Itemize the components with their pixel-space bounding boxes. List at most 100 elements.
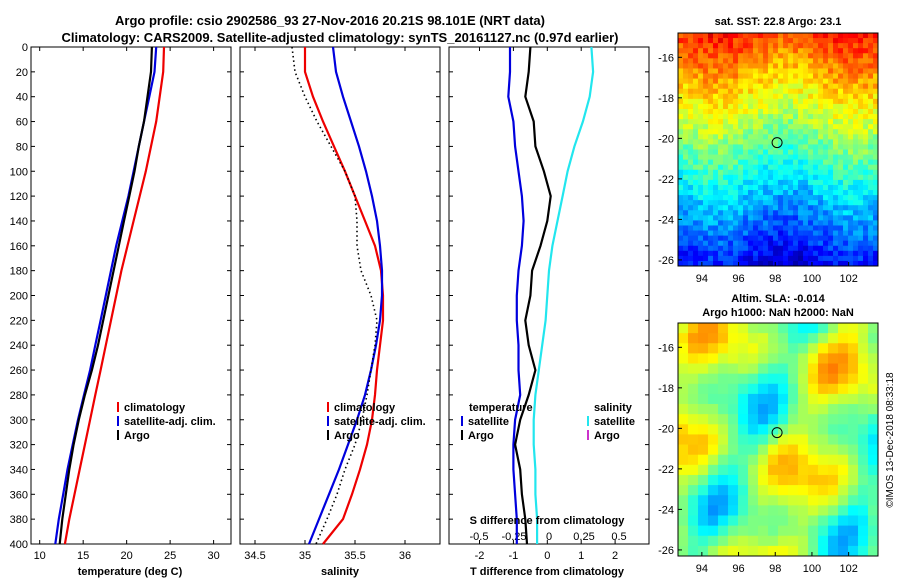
- heatmap-cell: [748, 225, 754, 231]
- heatmap-cell: [713, 139, 719, 145]
- heatmap-cell: [688, 485, 699, 496]
- heatmap-cell: [723, 78, 729, 85]
- heatmap-cell: [808, 235, 814, 242]
- map-y-tick-label: -24: [658, 214, 674, 226]
- heatmap-cell: [868, 114, 874, 120]
- heatmap-cell: [733, 220, 739, 226]
- heatmap-cell: [798, 164, 804, 171]
- heatmap-cell: [698, 220, 704, 226]
- heatmap-cell: [853, 235, 859, 242]
- heatmap-cell: [713, 58, 719, 64]
- heatmap-cell: [708, 159, 714, 166]
- heatmap-cell: [738, 119, 744, 125]
- heatmap-cell: [678, 93, 684, 100]
- heatmap-cell: [758, 424, 769, 435]
- heatmap-cell: [683, 63, 689, 69]
- heatmap-cell: [688, 119, 694, 125]
- heatmap-cell: [843, 53, 849, 59]
- heatmap-cell: [693, 164, 699, 171]
- heatmap-cell: [783, 83, 789, 90]
- heatmap-cell: [753, 230, 759, 237]
- heatmap-cell: [803, 98, 809, 105]
- heatmap-cell: [858, 205, 864, 211]
- heatmap-cell: [853, 230, 859, 237]
- heatmap-cell: [773, 33, 779, 39]
- heatmap-cell: [678, 149, 684, 155]
- heatmap-cell: [858, 255, 864, 262]
- heatmap-cell: [748, 363, 759, 375]
- sst-map-ticks: 94 96 98 100 102-16-18-20-22-24-26: [658, 52, 858, 285]
- heatmap-cell: [838, 333, 849, 344]
- heatmap-cell: [678, 220, 684, 226]
- heatmap-cell: [718, 535, 729, 547]
- heatmap-cell: [723, 164, 729, 171]
- heatmap-cell: [743, 260, 749, 267]
- heatmap-cell: [698, 505, 709, 516]
- heatmap-cell: [803, 225, 809, 231]
- heatmap-cell: [738, 129, 744, 135]
- heatmap-cell: [838, 220, 844, 226]
- heatmap-cell: [678, 129, 684, 135]
- heatmap-cell: [788, 454, 799, 466]
- heatmap-cell: [728, 98, 734, 105]
- heatmap-cell: [833, 134, 839, 140]
- heatmap-cell: [838, 393, 849, 405]
- heatmap-cell: [848, 424, 859, 435]
- heatmap-cell: [758, 98, 764, 105]
- heatmap-cell: [698, 108, 704, 115]
- heatmap-cell: [843, 240, 849, 247]
- heatmap-cell: [798, 464, 809, 476]
- heatmap-cell: [783, 190, 789, 196]
- heatmap-cell: [748, 343, 759, 354]
- heatmap-cell: [748, 33, 754, 39]
- heatmap-cell: [873, 260, 879, 267]
- heatmap-cell: [688, 393, 699, 405]
- map-y-tick-label: -24: [658, 504, 674, 516]
- heatmap-cell: [693, 215, 699, 221]
- heatmap-cell: [698, 58, 704, 64]
- heatmap-cell: [683, 93, 689, 100]
- heatmap-cell: [798, 373, 809, 385]
- heatmap-cell: [738, 495, 749, 506]
- heatmap-cell: [818, 144, 824, 150]
- heatmap-cell: [858, 373, 869, 385]
- heatmap-cell: [753, 139, 759, 145]
- heatmap-cell: [773, 235, 779, 242]
- heatmap-cell: [753, 114, 759, 120]
- heatmap-cell: [793, 108, 799, 115]
- heatmap-cell: [868, 33, 874, 39]
- heatmap-cell: [748, 235, 754, 242]
- heatmap-cell: [763, 93, 769, 100]
- heatmap-cell: [853, 164, 859, 171]
- heatmap-cell: [808, 245, 814, 252]
- heatmap-cell: [763, 58, 769, 64]
- heatmap-cell: [848, 230, 854, 237]
- heatmap-cell: [863, 48, 869, 54]
- heatmap-cell: [868, 98, 874, 105]
- heatmap-cell: [803, 134, 809, 140]
- heatmap-cell: [798, 474, 809, 486]
- heatmap-cell: [853, 43, 859, 49]
- heatmap-cell: [768, 114, 774, 120]
- heatmap-cell: [713, 83, 719, 90]
- heatmap-cell: [768, 88, 774, 95]
- heatmap-cell: [743, 200, 749, 206]
- x-tick-label: 10: [34, 550, 46, 562]
- heatmap-cell: [863, 53, 869, 59]
- heatmap-cell: [778, 48, 784, 54]
- heatmap-cell: [838, 108, 844, 115]
- heatmap-cell: [843, 124, 849, 130]
- heatmap-cell: [843, 103, 849, 110]
- heatmap-cell: [748, 169, 754, 176]
- heatmap-cell: [793, 134, 799, 140]
- heatmap-cell: [708, 200, 714, 206]
- heatmap-cell: [738, 414, 749, 425]
- heatmap-cell: [828, 535, 839, 547]
- depth-tick-label: 100: [10, 166, 28, 178]
- heatmap-cell: [813, 108, 819, 115]
- heatmap-cell: [718, 68, 724, 74]
- heatmap-cell: [853, 93, 859, 100]
- heatmap-cell: [753, 124, 759, 130]
- heatmap-cell: [708, 129, 714, 135]
- heatmap-cell: [758, 434, 769, 445]
